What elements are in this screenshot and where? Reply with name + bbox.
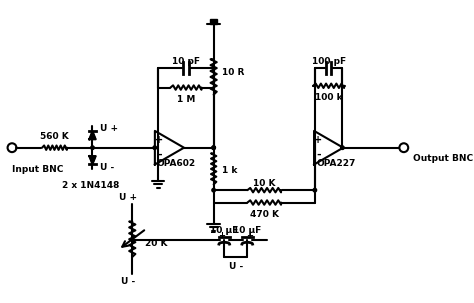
Text: 10 K: 10 K bbox=[253, 178, 275, 188]
Text: 10 R: 10 R bbox=[222, 68, 245, 77]
Text: 10 μF: 10 μF bbox=[210, 226, 238, 235]
Text: 10 μF: 10 μF bbox=[233, 226, 261, 235]
Circle shape bbox=[313, 188, 317, 192]
Text: 100 k: 100 k bbox=[315, 93, 342, 102]
Text: +: + bbox=[218, 231, 225, 240]
Circle shape bbox=[341, 146, 344, 149]
Polygon shape bbox=[89, 156, 96, 164]
Text: Input BNC: Input BNC bbox=[12, 165, 64, 175]
Text: Output BNC: Output BNC bbox=[413, 154, 473, 163]
Text: 10 pF: 10 pF bbox=[172, 57, 200, 65]
Text: OPA227: OPA227 bbox=[316, 159, 356, 168]
Text: U -: U - bbox=[100, 163, 115, 172]
Text: U -: U - bbox=[228, 262, 243, 271]
Text: 100 pF: 100 pF bbox=[311, 57, 346, 65]
Polygon shape bbox=[210, 19, 217, 24]
Text: U +: U + bbox=[119, 193, 137, 202]
Polygon shape bbox=[89, 131, 96, 139]
Text: U +: U + bbox=[100, 124, 118, 133]
Text: OPA602: OPA602 bbox=[157, 159, 196, 168]
Text: +: + bbox=[314, 135, 322, 145]
Circle shape bbox=[153, 146, 156, 149]
Text: 470 K: 470 K bbox=[250, 210, 279, 218]
Text: 1 M: 1 M bbox=[177, 95, 195, 104]
Circle shape bbox=[212, 188, 215, 192]
Circle shape bbox=[212, 146, 215, 149]
Text: 20 K: 20 K bbox=[145, 239, 167, 248]
Text: U -: U - bbox=[121, 277, 135, 286]
Text: +: + bbox=[155, 135, 164, 145]
Text: +: + bbox=[246, 231, 254, 240]
Text: 2 x 1N4148: 2 x 1N4148 bbox=[62, 181, 119, 190]
Text: 560 K: 560 K bbox=[40, 132, 69, 141]
Circle shape bbox=[212, 146, 215, 149]
Text: -: - bbox=[157, 150, 162, 160]
Circle shape bbox=[91, 146, 94, 149]
Text: -: - bbox=[316, 150, 321, 160]
Text: 1 k: 1 k bbox=[222, 166, 238, 175]
